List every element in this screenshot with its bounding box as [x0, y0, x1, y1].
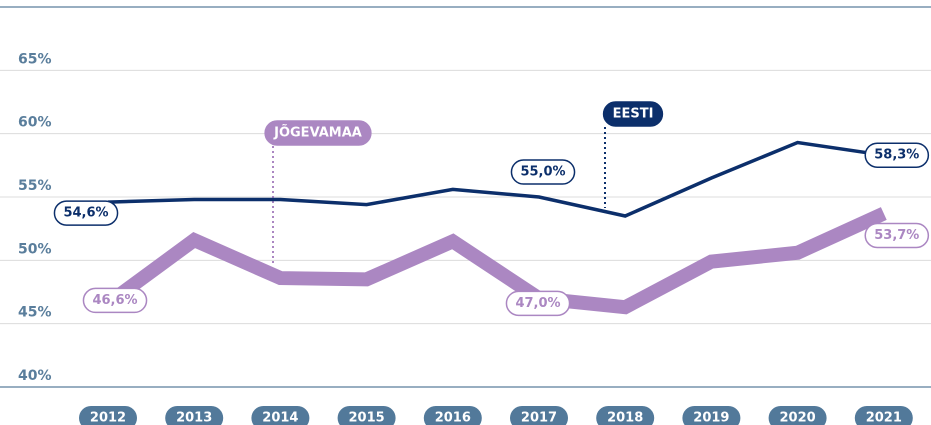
x-tick-label: 2014 [262, 411, 298, 425]
x-tick-pill [510, 406, 568, 425]
series-line [107, 140, 885, 218]
x-tick-label: 2018 [607, 411, 643, 425]
x-tick-label: 2016 [435, 411, 471, 425]
x-tick-label: 2019 [693, 411, 729, 425]
x-tick-pill [79, 406, 137, 425]
legend-pill [264, 120, 372, 146]
y-tick-label: 60% [18, 115, 52, 131]
x-tick-label: 2013 [176, 411, 212, 425]
x-tick-pill [165, 406, 224, 425]
data-label: 53,7% [874, 228, 919, 243]
x-tick-label: 2020 [780, 411, 816, 425]
y-tick-label: 65% [18, 51, 52, 67]
data-label-pill [864, 222, 930, 249]
data-label: 55,0% [520, 165, 565, 180]
y-tick-label: 50% [18, 241, 52, 257]
x-tick-label: 2015 [349, 411, 385, 425]
y-tick-label: 40% [18, 368, 52, 384]
data-label: 46,6% [92, 293, 137, 308]
legend-label: JÕGEVAMAA [273, 125, 362, 141]
x-tick-pill [854, 406, 913, 425]
y-tick-label: 45% [18, 305, 52, 321]
series-line [103, 207, 887, 315]
x-tick-label: 2012 [90, 411, 126, 425]
data-label: 47,0% [515, 296, 560, 311]
x-tick-pill [423, 406, 482, 425]
x-tick-pill [337, 406, 396, 425]
data-label-pill [510, 159, 576, 185]
data-label: 54,6% [63, 206, 108, 221]
data-label-pill [53, 200, 119, 226]
x-tick-label: 2021 [866, 411, 902, 425]
data-label-pill [82, 287, 148, 314]
legend-pill [602, 101, 664, 127]
x-tick-pill [768, 406, 827, 425]
y-tick-label: 55% [18, 178, 52, 194]
data-label-pill [505, 290, 571, 317]
x-tick-pill [596, 406, 655, 425]
legend-label: EESTI [613, 107, 654, 122]
data-label: 58,3% [874, 148, 919, 163]
x-tick-label: 2017 [521, 411, 557, 425]
x-tick-pill [251, 406, 310, 425]
data-label-pill [864, 142, 930, 168]
x-tick-pill [682, 406, 741, 425]
